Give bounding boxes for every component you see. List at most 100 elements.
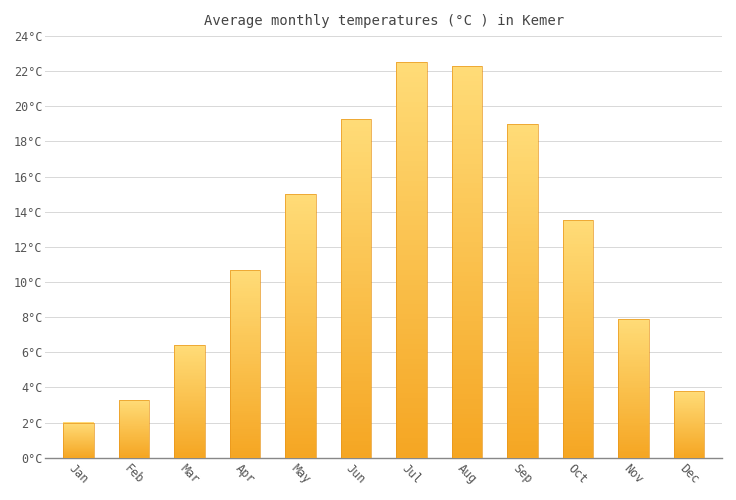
Bar — [174, 370, 205, 372]
Bar — [396, 388, 427, 394]
Bar — [341, 424, 371, 428]
Bar — [285, 256, 316, 260]
Bar — [673, 424, 704, 425]
Bar — [285, 398, 316, 402]
Bar — [285, 247, 316, 250]
Bar — [230, 316, 261, 319]
Bar — [507, 349, 537, 354]
Bar — [618, 378, 648, 380]
Bar — [618, 447, 648, 449]
Bar — [230, 350, 261, 352]
Bar — [562, 431, 593, 434]
Bar — [507, 157, 537, 162]
Bar — [673, 395, 704, 396]
Bar — [618, 340, 648, 342]
Bar — [618, 454, 648, 456]
Bar — [341, 148, 371, 152]
Bar — [341, 420, 371, 424]
Bar — [230, 270, 261, 272]
Bar — [285, 316, 316, 320]
Bar — [230, 408, 261, 410]
Bar — [285, 224, 316, 227]
Bar — [341, 386, 371, 390]
Bar — [562, 304, 593, 306]
Bar — [174, 418, 205, 420]
Bar — [562, 339, 593, 342]
Bar — [285, 415, 316, 418]
Bar — [341, 406, 371, 411]
Bar — [174, 397, 205, 398]
Bar — [396, 384, 427, 388]
Bar — [507, 450, 537, 454]
Bar — [452, 394, 482, 399]
Bar — [396, 186, 427, 191]
Bar — [230, 366, 261, 368]
Bar — [452, 438, 482, 443]
Bar — [341, 368, 371, 373]
Bar — [452, 140, 482, 144]
Bar — [507, 182, 537, 186]
Bar — [507, 445, 537, 450]
Bar — [562, 226, 593, 230]
Bar — [230, 456, 261, 458]
Bar — [618, 382, 648, 383]
Bar — [452, 164, 482, 168]
Bar — [118, 433, 149, 434]
Bar — [673, 426, 704, 427]
Bar — [507, 454, 537, 458]
Bar — [285, 362, 316, 366]
Bar — [230, 418, 261, 420]
Bar — [452, 301, 482, 306]
Bar — [562, 280, 593, 282]
Bar — [452, 345, 482, 350]
Bar — [618, 358, 648, 360]
Bar — [341, 310, 371, 314]
Bar — [285, 303, 316, 306]
Bar — [174, 410, 205, 412]
Bar — [230, 288, 261, 291]
Bar — [452, 218, 482, 222]
Bar — [118, 435, 149, 436]
Bar — [562, 357, 593, 360]
Bar — [673, 396, 704, 398]
Bar — [341, 352, 371, 356]
Bar — [396, 240, 427, 245]
Bar — [562, 282, 593, 286]
Bar — [507, 274, 537, 278]
Bar — [230, 404, 261, 406]
Bar — [507, 362, 537, 366]
Bar — [341, 152, 371, 156]
Bar — [673, 438, 704, 440]
Bar — [507, 408, 537, 412]
Bar — [174, 449, 205, 450]
Bar — [174, 403, 205, 404]
Bar — [562, 351, 593, 354]
Bar — [341, 428, 371, 432]
Bar — [452, 110, 482, 115]
Bar — [341, 454, 371, 458]
Bar — [118, 408, 149, 409]
Bar — [507, 220, 537, 224]
Bar — [118, 440, 149, 441]
Bar — [562, 413, 593, 416]
Bar — [562, 378, 593, 380]
Bar — [673, 416, 704, 418]
Bar — [562, 277, 593, 280]
Bar — [230, 345, 261, 347]
Bar — [396, 171, 427, 176]
Bar — [230, 270, 261, 458]
Bar — [562, 262, 593, 265]
Bar — [507, 178, 537, 182]
Bar — [118, 404, 149, 406]
Bar — [174, 412, 205, 414]
Bar — [396, 452, 427, 458]
Bar — [673, 430, 704, 431]
Bar — [230, 307, 261, 310]
Bar — [118, 443, 149, 444]
Bar — [230, 291, 261, 293]
Bar — [396, 275, 427, 280]
Bar — [452, 335, 482, 340]
Bar — [562, 236, 593, 238]
Bar — [230, 310, 261, 312]
Bar — [174, 448, 205, 449]
